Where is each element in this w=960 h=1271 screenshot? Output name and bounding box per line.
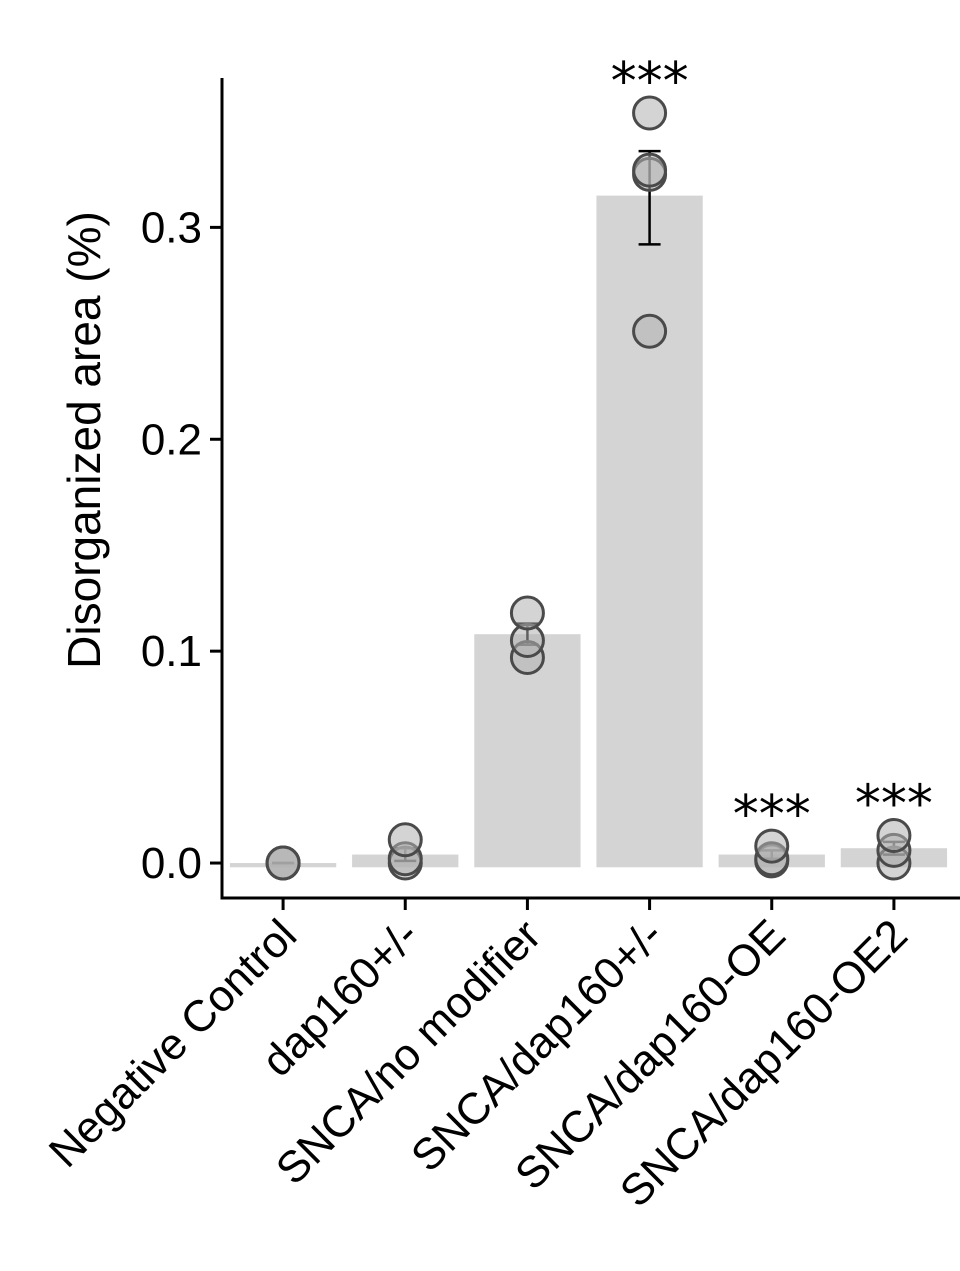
bar-4 <box>596 195 703 868</box>
data-point-1-3 <box>265 845 301 881</box>
data-point-4-1 <box>632 313 668 349</box>
points-layer <box>265 95 912 881</box>
data-point-6-3 <box>876 817 912 853</box>
y-tick-label-2: 0.1 <box>141 627 202 676</box>
data-point-4-3 <box>632 152 668 188</box>
data-point-4-4 <box>632 95 668 131</box>
data-point-3-3 <box>509 595 545 631</box>
significance-layer: *** *** *** <box>611 52 933 845</box>
data-point-2-3 <box>387 822 423 858</box>
axis-lines <box>220 78 960 900</box>
significance-marker-5: *** <box>733 785 811 845</box>
error-bars-layer <box>272 149 905 865</box>
significance-marker-4: *** <box>611 52 689 112</box>
y-tick-label-1: 0.0 <box>141 839 202 888</box>
y-tick-label-3: 0.2 <box>141 415 202 464</box>
y-tick-label-4: 0.3 <box>141 203 202 252</box>
bars-layer <box>229 195 948 868</box>
y-axis-label: Disorganized area (%) <box>58 211 110 669</box>
data-point-5-3 <box>754 828 790 864</box>
significance-marker-6: *** <box>855 774 933 834</box>
